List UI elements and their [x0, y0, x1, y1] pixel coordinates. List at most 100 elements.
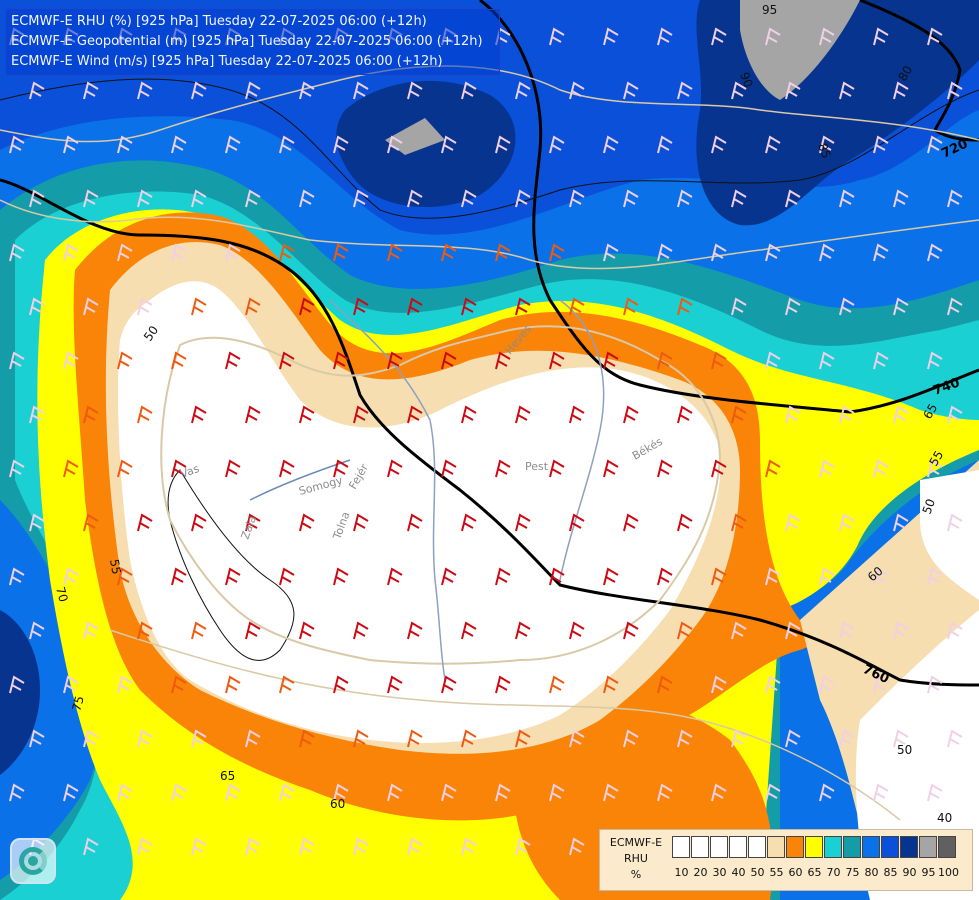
wind-barb [711, 459, 727, 478]
legend-swatch [805, 836, 823, 858]
wind-barb [893, 729, 909, 748]
legend-swatch [786, 836, 804, 858]
wind-barb [407, 837, 423, 856]
wind-barb [63, 351, 79, 370]
wind-barb [117, 351, 133, 370]
wind-barb [873, 675, 889, 694]
wind-barb [927, 459, 943, 478]
wind-barb [657, 783, 673, 802]
wind-barb [191, 405, 207, 424]
legend-swatch [691, 836, 709, 858]
wind-barb [495, 459, 511, 478]
wind-barb [893, 621, 909, 640]
wind-barb [225, 351, 241, 370]
wind-barbs [9, 27, 963, 856]
wind-barb [495, 135, 511, 154]
legend-swatch [748, 836, 766, 858]
legend-swatch [672, 836, 690, 858]
wind-barb [279, 243, 295, 262]
wind-barb [495, 567, 511, 586]
rhu-fill-95-northeast [740, 0, 860, 100]
wind-barb [353, 837, 369, 856]
wind-barb [569, 405, 585, 424]
wind-barb [407, 729, 423, 748]
wind-barb [623, 81, 639, 100]
ecmwf-logo [10, 838, 56, 884]
wind-barb [819, 243, 835, 262]
legend-tick: 10 [674, 866, 689, 879]
wind-barb [495, 783, 511, 802]
wind-barb [441, 675, 457, 694]
wind-barb [515, 297, 531, 316]
rhu-fill-90-west [0, 610, 40, 775]
rhu-fill-50 [118, 281, 721, 743]
wind-barb [407, 297, 423, 316]
rhu-label: 95 [762, 3, 777, 17]
wind-barb [83, 189, 99, 208]
place-label: Vas [179, 462, 202, 481]
wind-barb [353, 621, 369, 640]
wind-barb [407, 513, 423, 532]
wind-barb [765, 459, 781, 478]
wind-barb [731, 621, 747, 640]
wind-barb [9, 675, 25, 694]
wind-barb [515, 621, 531, 640]
wind-barb [839, 189, 855, 208]
wind-barb [225, 675, 241, 694]
legend-swatch [938, 836, 956, 858]
wind-barb [765, 567, 781, 586]
title-geopotential: ECMWF-E Geopotential (m) [925 hPa] Tuesd… [11, 34, 483, 49]
wind-barb [279, 135, 295, 154]
wind-barb [927, 567, 943, 586]
wind-barb [819, 675, 835, 694]
wind-barb [353, 81, 369, 100]
wind-barb [603, 675, 619, 694]
rhu-label: 90 [737, 70, 755, 89]
wind-barb [441, 567, 457, 586]
wind-barb [623, 729, 639, 748]
wind-barb [353, 405, 369, 424]
wind-barb [569, 621, 585, 640]
wind-barb [603, 135, 619, 154]
wind-barb [711, 27, 727, 46]
wind-barb [29, 405, 45, 424]
wind-barb [63, 459, 79, 478]
legend-tick: 55 [769, 866, 784, 879]
wind-barb [603, 783, 619, 802]
wind-barb [785, 297, 801, 316]
wind-barb [515, 513, 531, 532]
legend-tick: 50 [750, 866, 765, 879]
wind-barb [225, 567, 241, 586]
wind-barb [677, 513, 693, 532]
wind-barb [461, 621, 477, 640]
legend-swatch [881, 836, 899, 858]
wind-barb [299, 81, 315, 100]
wind-barb [171, 675, 187, 694]
wind-barb [461, 297, 477, 316]
wind-barb [225, 459, 241, 478]
river-tisza [559, 299, 605, 581]
rhu-fill-40-east [920, 470, 979, 600]
rhu-label: 70 [53, 585, 70, 603]
place-label: Pest [525, 460, 549, 473]
wind-barb [245, 513, 261, 532]
wind-barb [873, 783, 889, 802]
legend-swatch [767, 836, 785, 858]
wind-barb [623, 621, 639, 640]
rhu-label: 40 [937, 811, 952, 825]
wind-barb [9, 459, 25, 478]
wind-barb [603, 27, 619, 46]
wind-barb [549, 27, 565, 46]
wind-barb [927, 27, 943, 46]
wind-barb [137, 621, 153, 640]
wind-barb [893, 513, 909, 532]
wind-barb [63, 783, 79, 802]
wind-barb [171, 567, 187, 586]
wind-barb [387, 675, 403, 694]
wind-barb [819, 135, 835, 154]
wind-barb [947, 621, 963, 640]
wind-barb [839, 513, 855, 532]
legend-swatch [729, 836, 747, 858]
rhu-label: 60 [330, 797, 345, 811]
wind-barb [711, 243, 727, 262]
